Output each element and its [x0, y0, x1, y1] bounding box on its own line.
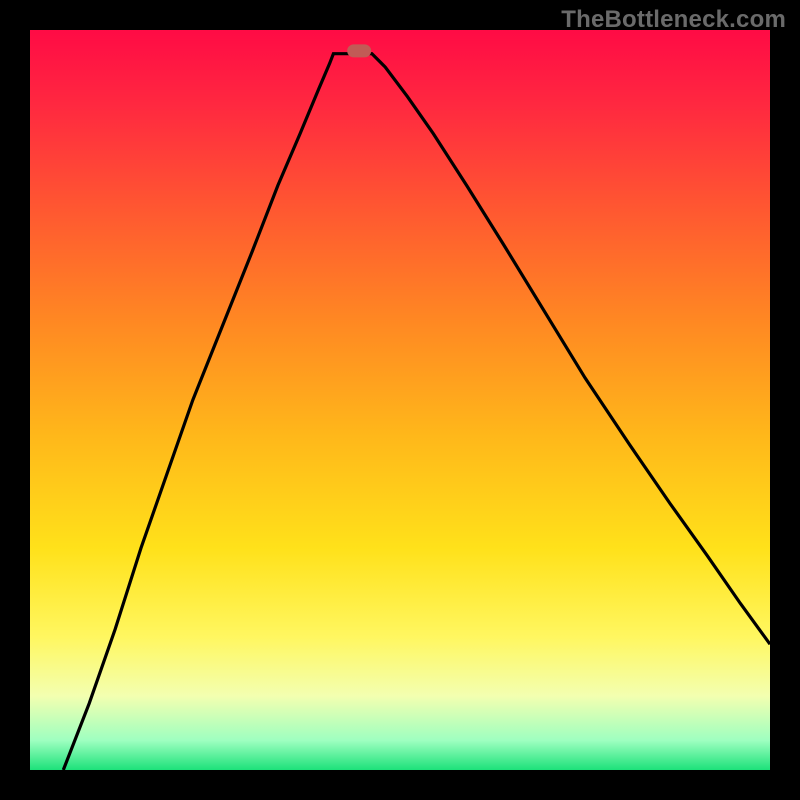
- curve-path: [63, 54, 770, 770]
- bottleneck-curve: [30, 30, 770, 770]
- chart-frame: TheBottleneck.com: [0, 0, 800, 800]
- optimal-point-marker: [347, 44, 371, 57]
- plot-area: [30, 30, 770, 770]
